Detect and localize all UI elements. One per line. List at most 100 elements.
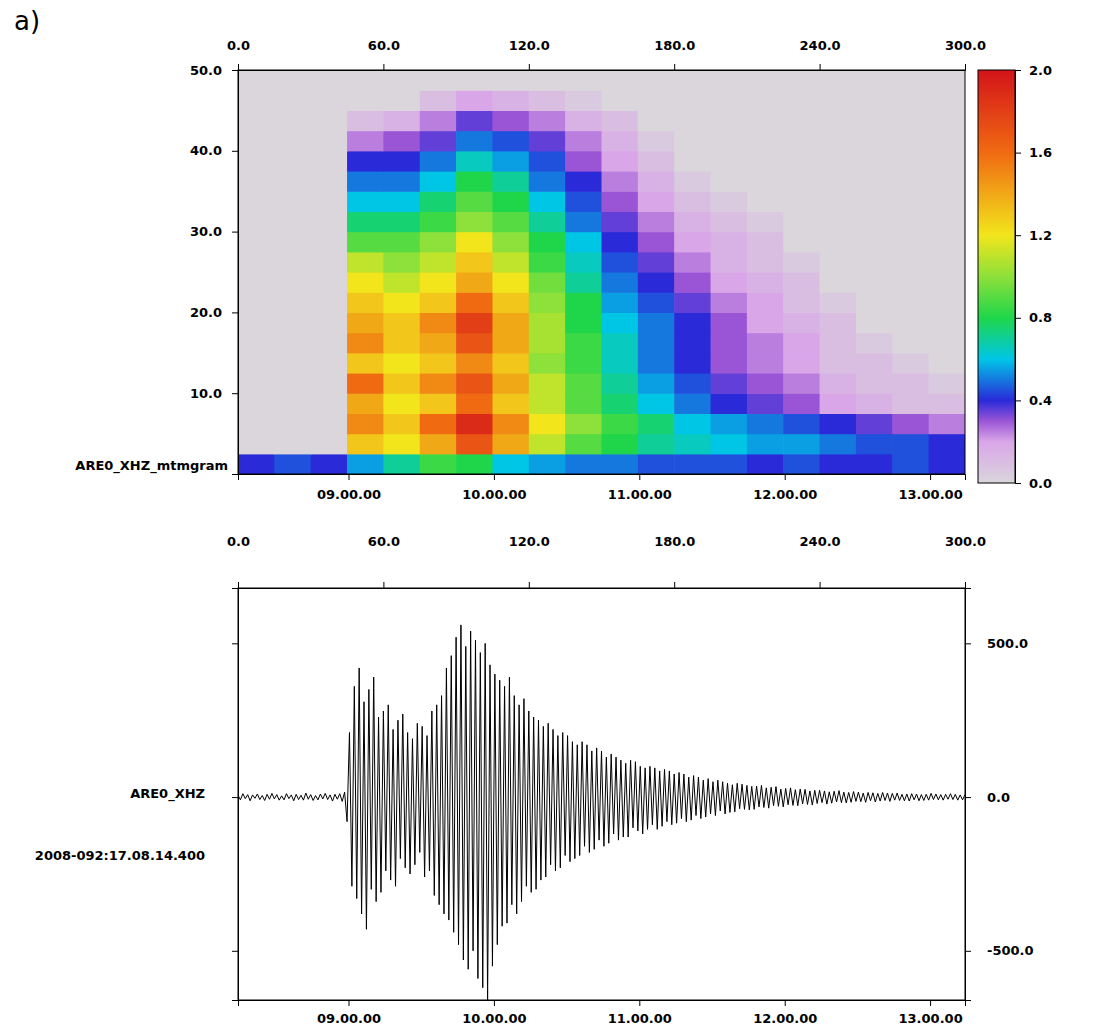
x-axis-top-line xyxy=(239,64,966,71)
heatmap-cell xyxy=(674,353,711,374)
heatmap-cell xyxy=(529,211,566,232)
tick: 12.00.00 xyxy=(753,474,817,502)
heatmap-cell xyxy=(492,252,529,273)
tick-mark xyxy=(1015,235,1021,236)
tick: 0.0 xyxy=(1015,476,1052,491)
heatmap-cell xyxy=(711,110,748,131)
tick-label: 13.00.00 xyxy=(899,487,963,502)
tick-label: 10.0 xyxy=(190,386,222,401)
tick xyxy=(232,951,238,952)
heatmap-cell xyxy=(274,353,311,374)
heatmap-cell xyxy=(420,211,457,232)
heatmap-cell xyxy=(892,413,929,434)
tick-mark xyxy=(232,70,238,71)
heatmap-cell xyxy=(638,70,675,91)
heatmap-cell xyxy=(856,252,893,273)
tick-mark xyxy=(232,312,238,313)
heatmap-cell xyxy=(347,434,384,455)
tick-mark xyxy=(930,1000,931,1006)
heatmap-cell xyxy=(238,90,275,111)
heatmap-cell xyxy=(892,272,929,293)
heatmap-cell xyxy=(311,292,348,313)
heatmap-cell xyxy=(783,232,820,253)
heatmap-cell xyxy=(602,353,639,374)
heatmap-cell xyxy=(529,131,566,152)
heatmap-cell xyxy=(820,131,857,152)
heatmap-cell xyxy=(638,110,675,131)
heatmap-cell xyxy=(274,171,311,192)
heatmap-cell xyxy=(492,171,529,192)
heatmap-cell xyxy=(565,413,602,434)
heatmap-cell xyxy=(747,312,784,333)
tick-mark xyxy=(674,582,675,588)
heatmap-cell xyxy=(820,454,857,474)
y-axis-right-line xyxy=(966,589,972,1001)
y-axis-line xyxy=(232,71,239,475)
heatmap-cells xyxy=(238,70,965,474)
tick-label: 40.0 xyxy=(190,143,222,158)
heatmap-cell xyxy=(492,292,529,313)
plot-background xyxy=(238,70,965,474)
heatmap-cell xyxy=(929,353,965,374)
heatmap-cell xyxy=(674,90,711,111)
heatmap-cell xyxy=(274,151,311,172)
heatmap-cell xyxy=(929,131,965,152)
heatmap-cell xyxy=(929,191,965,212)
heatmap-cell xyxy=(274,70,311,91)
heatmap-cell xyxy=(311,333,348,354)
tick: 11.00.00 xyxy=(608,1000,672,1026)
tick: 300.0 xyxy=(945,534,986,588)
heatmap-cell xyxy=(383,90,420,111)
tick-label: 300.0 xyxy=(945,38,986,53)
heatmap-cell xyxy=(711,131,748,152)
tick-label: 10.00.00 xyxy=(462,1011,526,1026)
heatmap-cell xyxy=(602,211,639,232)
tick: 240.0 xyxy=(800,38,841,70)
heatmap-cell xyxy=(892,434,929,455)
heatmap-cell xyxy=(856,454,893,474)
heatmap-cell xyxy=(565,232,602,253)
heatmap-cell xyxy=(238,151,275,172)
heatmap-cell xyxy=(783,292,820,313)
heatmap-cell xyxy=(674,131,711,152)
heatmap-cell xyxy=(238,292,275,313)
heatmap-cell xyxy=(347,353,384,374)
heatmap-cell xyxy=(529,272,566,293)
figure: a)0.060.0120.0180.0240.0300.009.00.0010.… xyxy=(0,0,1099,1036)
colorbar xyxy=(978,70,1015,483)
heatmap-cell xyxy=(383,292,420,313)
heatmap-cell xyxy=(238,373,275,394)
heatmap-cell xyxy=(274,272,311,293)
heatmap-cell xyxy=(420,90,457,111)
heatmap-cell xyxy=(711,70,748,91)
heatmap-cell xyxy=(529,171,566,192)
heatmap-cell xyxy=(820,151,857,172)
heatmap-cell xyxy=(856,272,893,293)
tick-mark xyxy=(965,64,966,70)
heatmap-cell xyxy=(783,171,820,192)
heatmap-cell xyxy=(747,191,784,212)
heatmap-cell xyxy=(892,292,929,313)
heatmap-cell xyxy=(892,393,929,414)
heatmap-cell xyxy=(602,434,639,455)
x-axis-top: 0.060.0120.0180.0240.0300.0 xyxy=(227,38,986,71)
heatmap-cell xyxy=(383,312,420,333)
heatmap-cell xyxy=(747,70,784,91)
heatmap-cell xyxy=(383,110,420,131)
heatmap-cell xyxy=(383,413,420,434)
heatmap-cell xyxy=(711,90,748,111)
heatmap-cell xyxy=(347,191,384,212)
tick-mark xyxy=(232,643,238,644)
heatmap-cell xyxy=(856,70,893,91)
heatmap-cell xyxy=(638,272,675,293)
heatmap-cell xyxy=(929,373,965,394)
heatmap-cell xyxy=(602,131,639,152)
heatmap-cell xyxy=(456,131,493,152)
heatmap-cell xyxy=(711,393,748,414)
heatmap-cell xyxy=(420,333,457,354)
tick: 500.0 xyxy=(965,636,1028,651)
heatmap-cell xyxy=(711,312,748,333)
heatmap-cell xyxy=(347,171,384,192)
heatmap-cell xyxy=(820,393,857,414)
heatmap-cell xyxy=(711,272,748,293)
